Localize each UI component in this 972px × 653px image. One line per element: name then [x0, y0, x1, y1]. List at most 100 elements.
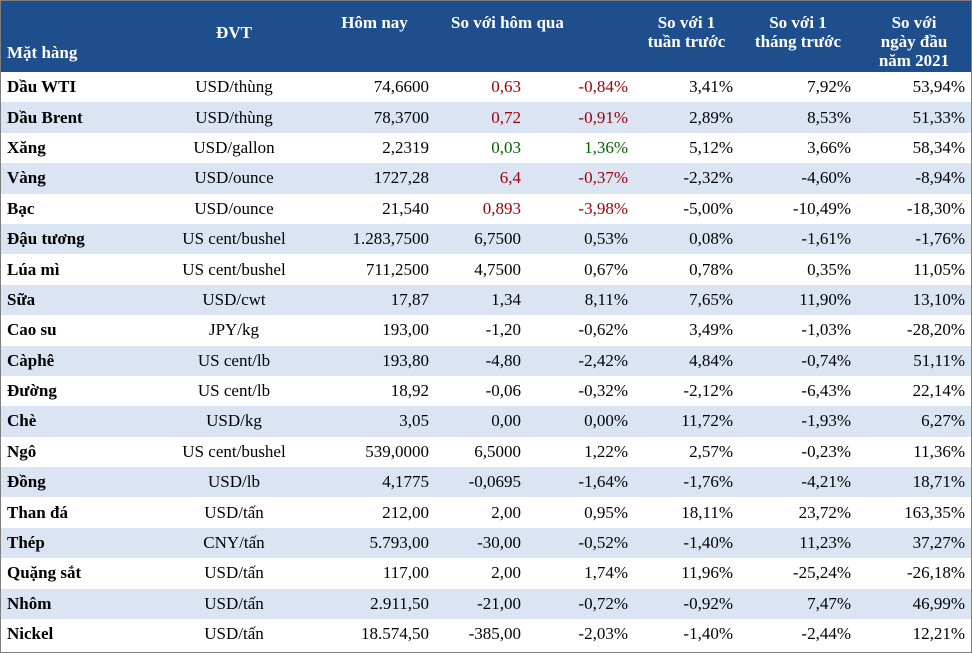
table-row: Dầu WTI USD/thùng 74,6600 0,63 -0,84% 3,41% 7,…: [1, 72, 971, 102]
cell-item: Sữa: [7, 289, 36, 309]
cell-vs-week: -1,40%: [683, 533, 733, 553]
table-row: Than đá USD/tấn 212,00 2,00 0,95% 18,11% 23,72…: [1, 497, 971, 527]
cell-item: Đồng: [7, 472, 46, 492]
cell-change-pct: -2,42%: [578, 350, 628, 370]
cell-today: 539,0000: [365, 441, 429, 461]
cell-item: Bạc: [7, 198, 35, 218]
cell-vs-year-start: 11,05%: [913, 259, 965, 279]
cell-change: 2,00: [491, 502, 521, 522]
cell-change: -0,0695: [468, 472, 521, 492]
cell-vs-week: 2,89%: [689, 107, 733, 127]
cell-vs-month: 23,72%: [798, 502, 851, 522]
cell-today: 212,00: [382, 502, 429, 522]
cell-change-pct: -0,62%: [578, 320, 628, 340]
cell-unit: USD/kg: [206, 411, 262, 431]
cell-unit: JPY/kg: [208, 320, 260, 340]
cell-change-pct: -0,84%: [578, 77, 628, 97]
cell-change-pct: 1,22%: [584, 441, 628, 461]
cell-vs-month: 11,23%: [799, 533, 851, 553]
cell-vs-week: 3,49%: [689, 320, 733, 340]
cell-today: 711,2500: [365, 259, 429, 279]
cell-change: 6,7500: [474, 229, 521, 249]
cell-unit: USD/tấn: [204, 624, 264, 644]
cell-unit: USD/ounce: [194, 168, 274, 188]
cell-change-pct: 1,36%: [584, 137, 628, 157]
cell-unit: USD/gallon: [193, 137, 275, 157]
cell-change: 0,03: [491, 137, 521, 157]
table-row: Lúa mì US cent/bushel 711,2500 4,7500 0,67% 0…: [1, 254, 971, 284]
cell-change: 1,34: [491, 289, 521, 309]
cell-item: Đường: [7, 381, 57, 401]
cell-vs-year-start: 58,34%: [912, 137, 965, 157]
cell-change-pct: 1,74%: [584, 563, 628, 583]
cell-vs-week: 18,11%: [681, 502, 733, 522]
cell-unit: USD/tấn: [204, 563, 264, 583]
cell-change-pct: -0,91%: [578, 107, 628, 127]
cell-unit: USD/ounce: [194, 198, 274, 218]
cell-vs-month: 3,66%: [807, 137, 851, 157]
cell-today: 5.793,00: [369, 533, 430, 553]
cell-today: 193,00: [382, 320, 429, 340]
cell-vs-year-start: -28,20%: [906, 320, 965, 340]
cell-item: Vàng: [7, 168, 46, 188]
cell-vs-year-start: -1,76%: [915, 229, 965, 249]
cell-item: Nickel: [7, 624, 54, 644]
table-row: Bạc USD/ounce 21,540 0,893 -3,98% -5,00% -10,4…: [1, 194, 971, 224]
cell-vs-year-start: 53,94%: [912, 77, 965, 97]
cell-today: 2,2319: [382, 137, 429, 157]
cell-item: Ngô: [7, 441, 37, 461]
cell-today: 18,92: [390, 381, 429, 401]
header-vs-month-line1: So với 1: [769, 13, 827, 32]
cell-unit: USD/lb: [208, 472, 260, 492]
header-vs-week-line1: So với 1: [657, 13, 716, 32]
cell-item: Quặng sắt: [7, 563, 82, 583]
cell-vs-week: 0,78%: [689, 259, 733, 279]
cell-unit: CNY/tấn: [203, 533, 265, 553]
cell-item: Chè: [7, 411, 37, 431]
cell-change-pct: -3,98%: [578, 198, 628, 218]
cell-unit: US cent/lb: [197, 350, 271, 370]
cell-vs-week: -1,40%: [683, 624, 733, 644]
cell-vs-month: -4,60%: [801, 168, 851, 188]
cell-today: 17,87: [390, 289, 429, 309]
cell-today: 1.283,7500: [352, 229, 430, 249]
cell-vs-year-start: -8,94%: [915, 168, 965, 188]
table-row: Vàng USD/ounce 1727,28 6,4 -0,37% -2,32% -4,60…: [1, 163, 971, 194]
cell-vs-year-start: 12,21%: [912, 624, 965, 644]
table-row: Thép CNY/tấn 5.793,00 -30,00 -0,52% -1,40% 11,…: [1, 527, 971, 559]
cell-item: Dầu WTI: [7, 77, 77, 97]
table-row: Đường US cent/lb 18,92 -0,06 -0,32% -2,12% -6,…: [1, 376, 971, 406]
cell-vs-week: -0,92%: [683, 593, 733, 613]
header-vs-year-line2: ngày đầu: [880, 32, 948, 51]
cell-item: Than đá: [7, 502, 68, 522]
cell-vs-month: -6,43%: [801, 381, 851, 401]
cell-unit: USD/thùng: [195, 77, 273, 97]
cell-change: -4,80: [485, 350, 521, 370]
cell-vs-month: -0,74%: [801, 350, 851, 370]
cell-vs-month: 11,90%: [799, 289, 851, 309]
cell-unit: USD/tấn: [204, 502, 264, 522]
cell-item: Thép: [7, 533, 45, 553]
table-row: Đậu tương US cent/bushel 1.283,7500 6,7500 0…: [1, 223, 971, 255]
cell-today: 117,00: [382, 563, 429, 583]
cell-unit: USD/thùng: [195, 107, 273, 127]
cell-vs-month: -1,61%: [801, 229, 851, 249]
cell-vs-year-start: 51,33%: [912, 107, 965, 127]
cell-change: 0,63: [491, 77, 521, 97]
table-header: Mặt hàng ĐVT Hôm nay So với hôm qua So v…: [1, 1, 971, 72]
table-row: Dầu Brent USD/thùng 78,3700 0,72 -0,91% 2,89%…: [1, 102, 971, 133]
cell-change-pct: 0,95%: [584, 502, 628, 522]
table-row: Cao su JPY/kg 193,00 -1,20 -0,62% 3,49% -1,03%…: [1, 315, 971, 345]
cell-change-pct: 0,00%: [584, 411, 628, 431]
cell-item: Dầu Brent: [7, 107, 83, 127]
cell-unit: US cent/bushel: [182, 259, 286, 279]
header-vs-year-line3: năm 2021: [878, 51, 950, 70]
cell-change-pct: -2,03%: [578, 624, 628, 644]
header-row: Mặt hàng ĐVT Hôm nay So với hôm qua So v…: [1, 1, 971, 72]
cell-change-pct: -1,64%: [578, 472, 628, 492]
cell-vs-month: -25,24%: [792, 563, 851, 583]
table-row: Quặng sắt USD/tấn 117,00 2,00 1,74% 11,96% -25…: [1, 558, 971, 588]
table-row: Ngô US cent/bushel 539,0000 6,5000 1,22% 2,57…: [1, 437, 971, 467]
header-vs-month-line2: tháng trước: [754, 32, 842, 51]
